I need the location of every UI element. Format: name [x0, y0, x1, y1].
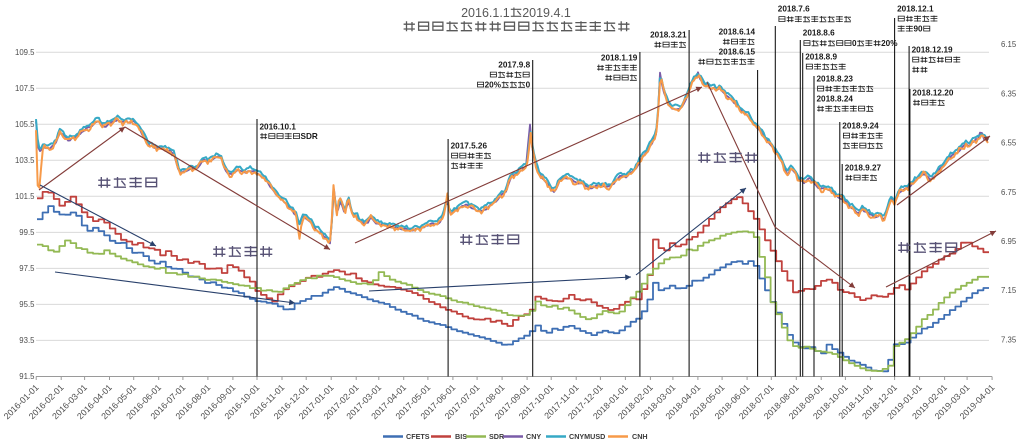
svg-text:2016.10.1: 2016.10.1 [260, 123, 297, 132]
svg-text:105.5: 105.5 [15, 120, 35, 129]
svg-text:6.15: 6.15 [1001, 40, 1017, 49]
svg-text:2017.9.8: 2017.9.8 [498, 61, 530, 70]
svg-text:2018.9.27: 2018.9.27 [845, 164, 882, 173]
svg-text:2018.12.19: 2018.12.19 [912, 46, 953, 55]
svg-text:20%: 20% [881, 39, 898, 48]
svg-text:2018.8.9: 2018.8.9 [805, 53, 837, 62]
svg-text:6.95: 6.95 [1001, 237, 1017, 246]
svg-text:7.15: 7.15 [1001, 286, 1017, 295]
svg-text:BIS: BIS [455, 432, 467, 441]
svg-text:SDR: SDR [489, 432, 505, 441]
svg-text:0: 0 [526, 81, 531, 90]
svg-text:2018.9.24: 2018.9.24 [842, 122, 879, 131]
svg-text:SDR: SDR [301, 132, 318, 141]
svg-text:CNH: CNH [632, 432, 648, 441]
svg-text:CNY: CNY [526, 432, 541, 441]
svg-text:6.75: 6.75 [1001, 188, 1017, 197]
svg-text:2018.12.20: 2018.12.20 [912, 89, 953, 98]
svg-text:0: 0 [852, 39, 857, 48]
svg-text:2018.6.14: 2018.6.14 [719, 28, 756, 37]
svg-text:93.5: 93.5 [19, 336, 35, 345]
svg-text:6.35: 6.35 [1001, 89, 1017, 98]
svg-text:CNYMUSD: CNYMUSD [569, 432, 605, 441]
svg-text:2018.3.21: 2018.3.21 [650, 31, 687, 40]
svg-text:2018.7.6: 2018.7.6 [778, 5, 810, 14]
svg-text:109.5: 109.5 [15, 48, 35, 57]
svg-text:90: 90 [914, 25, 924, 34]
svg-text:91.5: 91.5 [19, 372, 35, 381]
svg-text:2018.1.19: 2018.1.19 [601, 54, 638, 63]
svg-text:2019.4.1: 2019.4.1 [522, 6, 571, 20]
svg-text:2016.1.1: 2016.1.1 [461, 6, 510, 20]
svg-text:101.5: 101.5 [15, 192, 35, 201]
svg-text:2017.5.26: 2017.5.26 [451, 142, 488, 151]
svg-text:CFETS: CFETS [406, 432, 430, 441]
svg-text:20%: 20% [485, 81, 502, 90]
svg-text:2018.6.15: 2018.6.15 [719, 48, 756, 57]
svg-text:2018.12.1: 2018.12.1 [897, 5, 934, 14]
svg-text:6.55: 6.55 [1001, 139, 1017, 148]
svg-text:99.5: 99.5 [19, 228, 35, 237]
svg-text:7.35: 7.35 [1001, 335, 1017, 344]
svg-text:2018.8.23: 2018.8.23 [817, 75, 854, 84]
svg-text:2018.8.6: 2018.8.6 [803, 29, 835, 38]
svg-text:107.5: 107.5 [15, 84, 35, 93]
svg-text:2018.8.24: 2018.8.24 [817, 95, 854, 104]
svg-text:103.5: 103.5 [15, 156, 35, 165]
svg-text:97.5: 97.5 [19, 264, 35, 273]
svg-text:95.5: 95.5 [19, 300, 35, 309]
